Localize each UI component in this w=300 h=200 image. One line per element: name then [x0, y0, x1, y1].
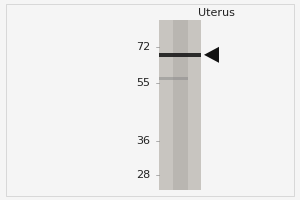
Bar — [159, 77, 188, 80]
Bar — [172, 20, 188, 190]
Text: 36: 36 — [136, 136, 150, 146]
Text: 28: 28 — [136, 170, 150, 180]
Text: 55: 55 — [136, 78, 150, 88]
Text: 72: 72 — [136, 42, 150, 52]
Text: Uterus: Uterus — [198, 8, 234, 18]
Polygon shape — [204, 47, 219, 63]
Bar — [159, 53, 201, 57]
Bar — [159, 20, 201, 190]
